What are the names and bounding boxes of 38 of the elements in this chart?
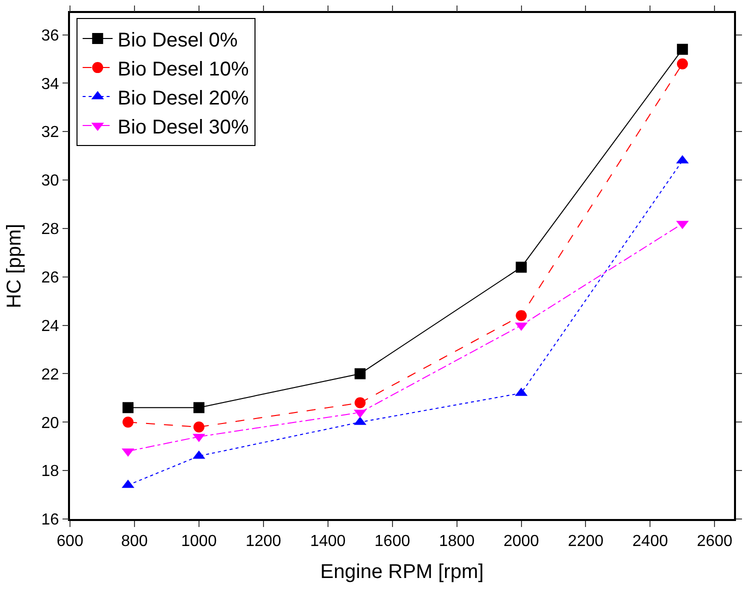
- x-axis-title: Engine RPM [rpm]: [320, 560, 484, 583]
- point: [193, 402, 204, 414]
- point: [354, 397, 366, 408]
- point: [676, 58, 688, 70]
- x-tick-label: 1800: [439, 532, 475, 550]
- x-tick-label: 1400: [310, 532, 346, 550]
- x-tick-label: 1600: [374, 532, 410, 550]
- y-tick-label: 26: [41, 269, 60, 286]
- y-tick-label: 34: [41, 76, 60, 93]
- point: [193, 422, 204, 432]
- x-tick-label: 2600: [696, 532, 733, 550]
- point: [516, 262, 527, 273]
- x-tick-label: 2400: [632, 532, 668, 550]
- point: [516, 310, 527, 322]
- y-tick-label: 36: [41, 27, 60, 44]
- y-tick-label: 22: [41, 366, 60, 384]
- y-axis-title: HC [ppm]: [3, 224, 26, 308]
- legend-label: Bio Desel 20%: [118, 87, 250, 110]
- x-tick-label: 600: [56, 532, 84, 550]
- y-tick-label: 20: [41, 414, 60, 432]
- y-tick-label: 16: [41, 512, 60, 529]
- x-tick-label: 1200: [246, 532, 282, 550]
- legend-label: Bio Desel 0%: [118, 29, 238, 52]
- point: [676, 44, 688, 55]
- point: [354, 368, 366, 380]
- x-tick-label: 1000: [181, 532, 217, 550]
- point: [122, 416, 134, 428]
- x-tick-label: 2000: [503, 532, 540, 550]
- point: [122, 402, 134, 414]
- y-tick-label: 18: [41, 463, 60, 480]
- y-tick-label: 24: [41, 318, 60, 335]
- y-tick-label: 28: [41, 221, 60, 238]
- legend-label: Bio Desel 10%: [118, 58, 250, 80]
- legend-label: Bio Desel 30%: [118, 116, 250, 138]
- x-tick-label: 800: [121, 532, 148, 550]
- y-tick-label: 30: [41, 172, 60, 190]
- y-tick-label: 32: [41, 124, 60, 142]
- x-tick-label: 2200: [568, 532, 604, 550]
